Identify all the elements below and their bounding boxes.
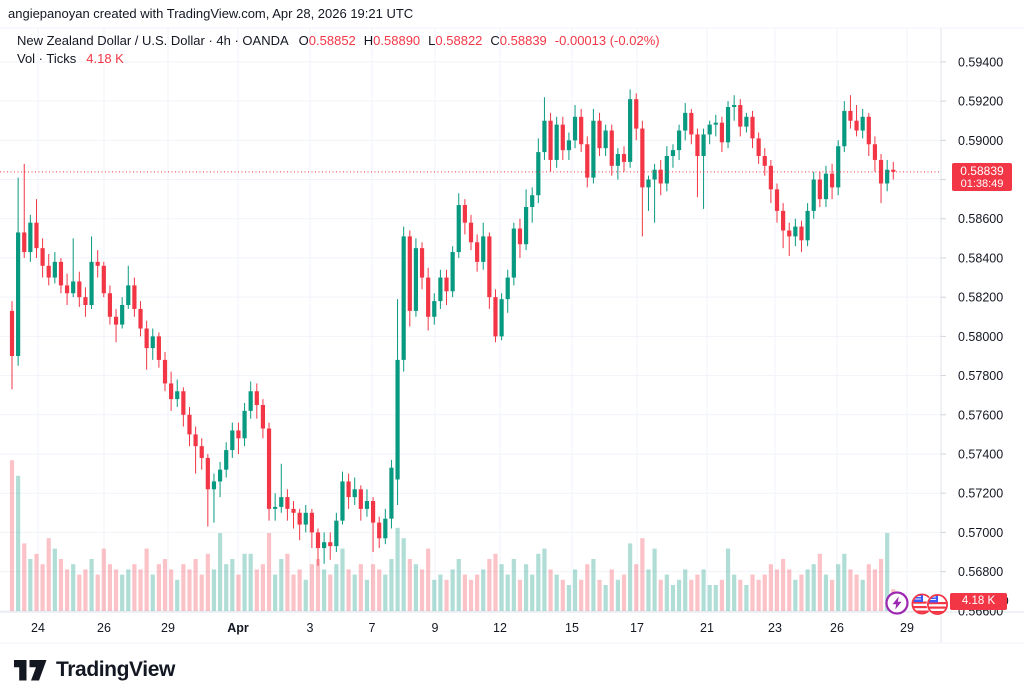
us-flag-icon-2[interactable] <box>926 593 949 616</box>
last-price-value: 0.58839 <box>960 163 1004 178</box>
svg-text:0.58200: 0.58200 <box>958 291 1003 305</box>
low-value: 0.58822 <box>435 33 483 48</box>
svg-text:26: 26 <box>97 621 111 635</box>
svg-text:26: 26 <box>830 621 844 635</box>
svg-text:0.59400: 0.59400 <box>958 55 1003 69</box>
tradingview-logo-icon <box>14 659 47 680</box>
legend-volume-row: Vol · Ticks 4.18 K <box>17 50 660 68</box>
us-flag-icon[interactable] <box>911 592 934 616</box>
last-price-badge: 0.58839 01:38:49 <box>952 162 1012 191</box>
svg-text:0.58000: 0.58000 <box>958 330 1003 344</box>
svg-text:7: 7 <box>369 621 376 635</box>
event-markers[interactable] <box>882 589 952 619</box>
tradingview-watermark[interactable]: TradingView <box>14 658 175 682</box>
open-value: 0.58852 <box>308 33 356 48</box>
volume-study-label[interactable]: Vol · Ticks <box>17 51 77 66</box>
svg-text:24: 24 <box>31 621 45 635</box>
volume-value-badge: 4.18 K <box>950 593 1007 610</box>
svg-text:12: 12 <box>493 621 507 635</box>
high-label: H <box>363 33 374 48</box>
svg-text:0.57200: 0.57200 <box>958 487 1003 501</box>
svg-text:0.58600: 0.58600 <box>958 212 1003 226</box>
svg-text:3: 3 <box>307 621 314 635</box>
open-label: O <box>298 33 309 48</box>
svg-text:0.57000: 0.57000 <box>958 526 1003 540</box>
svg-text:0.57800: 0.57800 <box>958 369 1003 383</box>
low-label: L <box>428 33 436 48</box>
chart-legend: New Zealand Dollar / U.S. Dollar · 4h · … <box>17 32 660 68</box>
svg-text:0.58400: 0.58400 <box>958 251 1003 265</box>
high-value: 0.58890 <box>373 33 421 48</box>
legend-symbol-row: New Zealand Dollar / U.S. Dollar · 4h · … <box>17 32 660 50</box>
bar-countdown: 01:38:49 <box>960 177 1004 190</box>
svg-text:23: 23 <box>768 621 782 635</box>
volume-study-value: 4.18 K <box>86 51 124 66</box>
close-value: 0.58839 <box>499 33 547 48</box>
svg-text:29: 29 <box>900 621 914 635</box>
change-value: -0.00013 (-0.02%) <box>554 33 660 48</box>
svg-text:17: 17 <box>630 621 644 635</box>
svg-text:29: 29 <box>161 621 175 635</box>
svg-text:15: 15 <box>565 621 579 635</box>
svg-text:0.59000: 0.59000 <box>958 134 1003 148</box>
svg-text:21: 21 <box>700 621 714 635</box>
lightning-bolt-icon[interactable] <box>885 591 909 615</box>
svg-text:0.57400: 0.57400 <box>958 447 1003 461</box>
symbol-title[interactable]: New Zealand Dollar / U.S. Dollar · 4h · … <box>17 33 289 48</box>
tradingview-logo-text: TradingView <box>56 658 175 681</box>
svg-text:0.56800: 0.56800 <box>958 565 1003 579</box>
svg-text:Apr: Apr <box>227 621 249 635</box>
close-label: C <box>490 33 500 48</box>
svg-text:0.59200: 0.59200 <box>958 95 1003 109</box>
svg-text:9: 9 <box>432 621 439 635</box>
svg-text:0.57600: 0.57600 <box>958 408 1003 422</box>
attribution-text: angiepanoyan created with TradingView.co… <box>8 6 414 21</box>
